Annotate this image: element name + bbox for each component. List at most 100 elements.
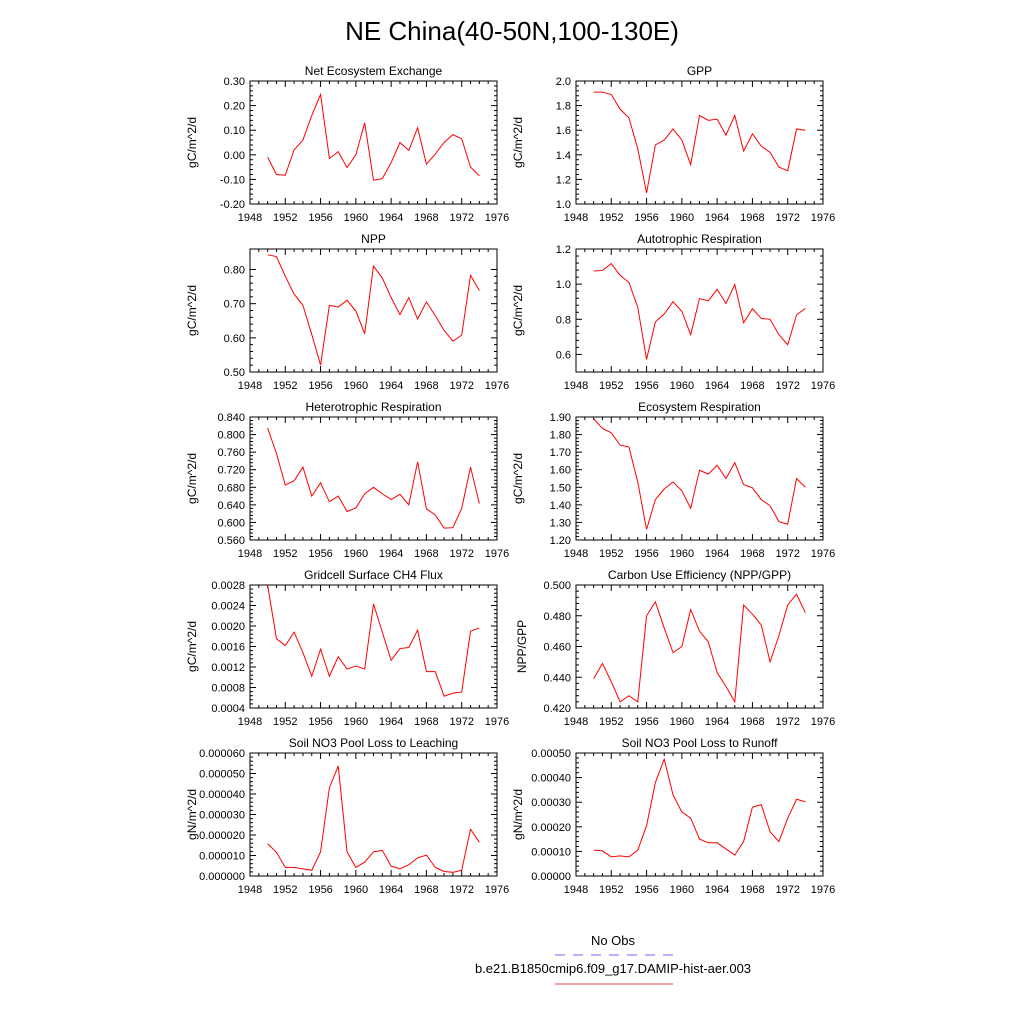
plot-frame — [575, 752, 824, 877]
y-axis-label: gN/m^2/d — [185, 789, 199, 840]
legend-label-no-obs: No Obs — [591, 933, 636, 948]
y-tick-label: 1.2 — [556, 244, 571, 256]
x-tick-label: 1948 — [564, 548, 588, 560]
y-tick-label: 0.600 — [217, 517, 245, 529]
x-tick-label: 1964 — [379, 380, 403, 392]
x-tick-label: 1956 — [308, 548, 332, 560]
series-line-autotrophic-respiration — [593, 262, 806, 360]
chart-title: Heterotrophic Respiration — [305, 400, 441, 414]
x-tick-label: 1968 — [740, 212, 764, 224]
x-tick-label: 1952 — [273, 716, 297, 728]
x-tick-label: 1952 — [599, 716, 623, 728]
x-tick-label: 1964 — [379, 548, 403, 560]
y-tick-label: 1.50 — [550, 482, 571, 494]
x-tick-label: 1960 — [344, 716, 368, 728]
chart-title: Net Ecosystem Exchange — [305, 64, 443, 78]
x-tick-label: 1976 — [485, 884, 509, 896]
y-tick-label: 0.0016 — [211, 642, 245, 654]
x-tick-label: 1976 — [811, 548, 835, 560]
x-tick-label: 1956 — [634, 884, 658, 896]
x-tick-label: 1948 — [238, 716, 262, 728]
x-tick-label: 1976 — [485, 716, 509, 728]
y-tick-label: 0.000010 — [199, 851, 245, 863]
series-line-gridcell-surface-ch4-flux — [267, 585, 480, 697]
chart-title: Carbon Use Efficiency (NPP/GPP) — [608, 568, 791, 582]
x-tick-label: 1956 — [634, 212, 658, 224]
y-tick-label: 1.30 — [550, 517, 571, 529]
x-tick-label: 1952 — [273, 548, 297, 560]
x-tick-label: 1976 — [811, 380, 835, 392]
y-tick-label: 0.0020 — [211, 621, 245, 633]
y-tick-label: 0.60 — [224, 333, 245, 345]
y-axis-label: gN/m^2/d — [511, 789, 525, 840]
y-tick-label: 0.760 — [217, 447, 245, 459]
x-tick-label: 1968 — [740, 548, 764, 560]
y-tick-label: -0.20 — [220, 199, 245, 211]
x-tick-label: 1960 — [670, 380, 694, 392]
x-tick-label: 1952 — [599, 548, 623, 560]
x-tick-label: 1964 — [379, 212, 403, 224]
plot-frame — [575, 80, 824, 205]
x-tick-label: 1956 — [308, 884, 332, 896]
y-tick-label: 0.000000 — [199, 871, 245, 883]
y-tick-label: 0.720 — [217, 465, 245, 477]
y-tick-label: 0.0024 — [211, 601, 245, 613]
y-tick-label: 1.40 — [550, 500, 571, 512]
chart-gridcell-surface-ch4-flux: Gridcell Surface CH4 Flux gC/m^2/d 1948 195… — [185, 568, 509, 728]
x-tick-label: 1960 — [344, 548, 368, 560]
series-line-heterotrophic-respiration — [267, 427, 480, 529]
y-tick-label: 1.70 — [550, 447, 571, 459]
y-tick-label: 0.500 — [543, 580, 571, 592]
chart-npp: NPP gC/m^2/d 1948 1952 1956 1960 1964 1968 1972 1… — [185, 232, 509, 392]
x-tick-label: 1972 — [775, 212, 799, 224]
x-tick-label: 1948 — [564, 380, 588, 392]
y-axis-label: gC/m^2/d — [185, 621, 199, 672]
y-axis-label: gC/m^2/d — [511, 453, 525, 504]
y-tick-label: 0.480 — [543, 611, 571, 623]
x-tick-label: 1964 — [705, 716, 729, 728]
x-tick-label: 1956 — [308, 716, 332, 728]
y-tick-label: 0.000060 — [199, 748, 245, 760]
series-line-net-ecosystem-exchange — [267, 92, 480, 181]
x-tick-label: 1956 — [308, 212, 332, 224]
y-tick-label: 0.000020 — [199, 830, 245, 842]
y-tick-label: 0.00000 — [531, 871, 571, 883]
chart-autotrophic-respiration: Autotrophic Respiration gC/m^2/d 1948 1952 1… — [511, 232, 835, 392]
plot-frame — [575, 248, 824, 373]
y-tick-label: 1.8 — [556, 101, 571, 113]
chart-soil-no3-pool-loss-to-runoff: Soil NO3 Pool Loss to Runoff gN/m^2/d 1948… — [511, 736, 835, 896]
series-line-ecosystem-respiration — [593, 418, 806, 530]
x-tick-label: 1956 — [634, 548, 658, 560]
x-tick-label: 1948 — [238, 380, 262, 392]
x-tick-label: 1952 — [273, 212, 297, 224]
y-tick-label: 1.2 — [556, 174, 571, 186]
x-tick-label: 1972 — [449, 716, 473, 728]
y-axis-label: gC/m^2/d — [185, 117, 199, 168]
x-tick-label: 1956 — [634, 380, 658, 392]
chart-soil-no3-pool-loss-to-leaching: Soil NO3 Pool Loss to Leaching gN/m^2/d 19… — [185, 736, 509, 896]
x-tick-label: 1964 — [379, 716, 403, 728]
x-tick-label: 1956 — [308, 380, 332, 392]
chart-net-ecosystem-exchange: Net Ecosystem Exchange gC/m^2/d 1948 1952 19… — [185, 64, 509, 224]
x-tick-label: 1968 — [740, 884, 764, 896]
chart-heterotrophic-respiration: Heterotrophic Respiration gC/m^2/d 1948 195… — [185, 400, 509, 560]
y-tick-label: 0.8 — [556, 314, 571, 326]
x-tick-label: 1952 — [273, 380, 297, 392]
chart-panels: Net Ecosystem Exchange gC/m^2/d 1948 1952 19… — [185, 64, 835, 896]
x-tick-label: 1948 — [238, 212, 262, 224]
y-tick-label: 0.00040 — [531, 773, 571, 785]
series-line-soil-no3-pool-loss-to-leaching — [267, 765, 480, 873]
y-tick-label: 0.0004 — [211, 703, 245, 715]
y-tick-label: 0.460 — [543, 642, 571, 654]
y-tick-label: 0.420 — [543, 703, 571, 715]
y-tick-label: 0.0012 — [211, 662, 245, 674]
y-tick-label: 0.10 — [224, 125, 245, 137]
x-tick-label: 1972 — [775, 380, 799, 392]
chart-title: NPP — [361, 232, 386, 246]
y-tick-label: 0.00050 — [531, 748, 571, 760]
x-tick-label: 1952 — [599, 380, 623, 392]
x-tick-label: 1972 — [775, 548, 799, 560]
x-tick-label: 1972 — [449, 212, 473, 224]
x-tick-label: 1960 — [670, 212, 694, 224]
plot-frame — [249, 416, 498, 541]
